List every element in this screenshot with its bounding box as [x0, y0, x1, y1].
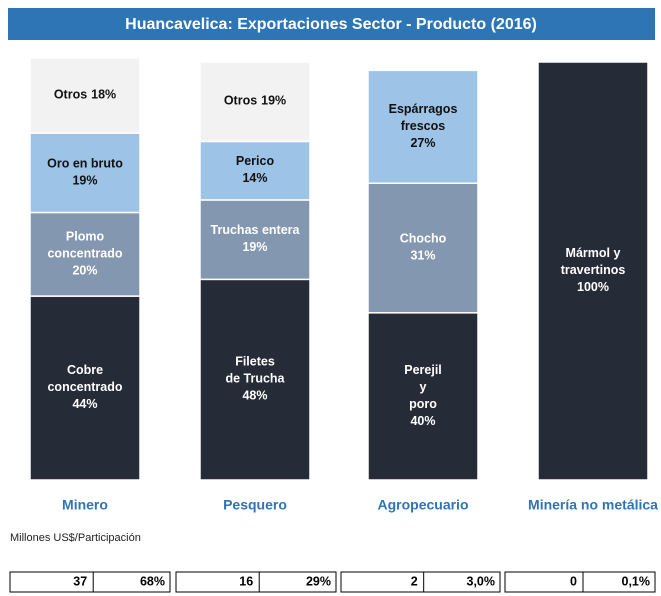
segment-value: 19%: [261, 94, 286, 108]
bar-segment: [537, 61, 649, 481]
bar-segment: [29, 57, 141, 134]
segment-name: Oro en bruto: [47, 157, 123, 171]
total-share: 68%: [140, 574, 165, 588]
segment-label: Perico 14%: [236, 154, 275, 185]
chart-title: Huancavelica: Exportaciones Sector - Pro…: [125, 16, 537, 33]
segment-name: Chocho: [400, 232, 447, 246]
segment-value: 40%: [410, 414, 435, 428]
note: Millones US$/Participación: [10, 532, 141, 544]
segment-value: 19%: [242, 240, 267, 254]
segment-name: Cobre: [67, 363, 103, 377]
segment-name: Espárragos: [389, 102, 458, 116]
title-bar: [8, 8, 655, 40]
segment-value: 27%: [410, 136, 435, 150]
category-label: Pesquero: [223, 497, 287, 513]
segment-label: Otros 18%: [54, 88, 116, 102]
segment-value: 18%: [91, 88, 116, 102]
segment-name: Perico: [236, 154, 275, 168]
total-amount: 37: [73, 574, 87, 588]
bar-segment: [29, 295, 141, 481]
segment-name: Plomo: [66, 230, 105, 244]
segment-value: 20%: [72, 264, 97, 278]
bar-segment: [367, 69, 479, 184]
bar-segment: [29, 132, 141, 214]
segment-name: concentrado: [47, 247, 122, 261]
category-label: Minero: [62, 497, 108, 513]
segment-label: Truchas entera 19%: [211, 223, 301, 254]
category-label: Agropecuario: [377, 497, 468, 513]
segment-label: Plomo concentrado 20%: [47, 230, 122, 278]
table-cell: [504, 571, 656, 593]
segment-value: 44%: [72, 397, 97, 411]
total-amount: 0: [570, 574, 577, 588]
segment-name: frescos: [401, 119, 446, 133]
segment-name: poro: [409, 397, 437, 411]
segment-value: 48%: [242, 389, 267, 403]
bar-segment: [29, 211, 141, 297]
segment-name: Truchas entera: [211, 223, 301, 237]
total-share: 0,1%: [622, 574, 651, 588]
segment-name: Otros: [224, 94, 257, 108]
bar-segment: [367, 182, 479, 314]
segment-value: 19%: [72, 174, 97, 188]
bar-segment: [199, 61, 311, 143]
segment-name: Perejil: [404, 363, 442, 377]
category-label: Minería no metálica: [528, 497, 658, 513]
total-share: 29%: [306, 574, 331, 588]
total-amount: 16: [239, 574, 253, 588]
segment-name: Mármol y: [566, 246, 621, 260]
bar-segment: [199, 278, 311, 481]
segment-label: Espárragos frescos 27%: [389, 102, 458, 150]
segment-name: concentrado: [47, 380, 122, 394]
segment-name: Otros: [54, 88, 87, 102]
segment-value: 14%: [242, 171, 267, 185]
segment-value: 31%: [410, 249, 435, 263]
segment-name: Filetes: [235, 355, 275, 369]
bar-segment: [199, 140, 311, 201]
total-share: 3,0%: [467, 574, 496, 588]
segment-name: de Trucha: [225, 372, 285, 386]
segment-label: Filetes de Trucha 48%: [225, 355, 285, 403]
segment-label: Perejil y poro 40%: [404, 363, 442, 428]
segment-name: y: [420, 380, 427, 394]
segment-label: Chocho 31%: [400, 232, 447, 263]
segment-label: Oro en bruto 19%: [47, 157, 123, 188]
table-cell: [340, 571, 501, 593]
table-cell: [9, 571, 171, 593]
segment-name: travertinos: [561, 263, 626, 277]
total-amount: 2: [411, 574, 418, 588]
bar-segment: [367, 312, 479, 481]
segment-label: Otros 19%: [224, 94, 286, 108]
segment-label: Cobre concentrado 44%: [47, 363, 122, 411]
segment-label: Mármol y travertinos 100%: [561, 246, 626, 294]
segment-value: 100%: [577, 280, 609, 294]
table-cell: [175, 571, 337, 593]
